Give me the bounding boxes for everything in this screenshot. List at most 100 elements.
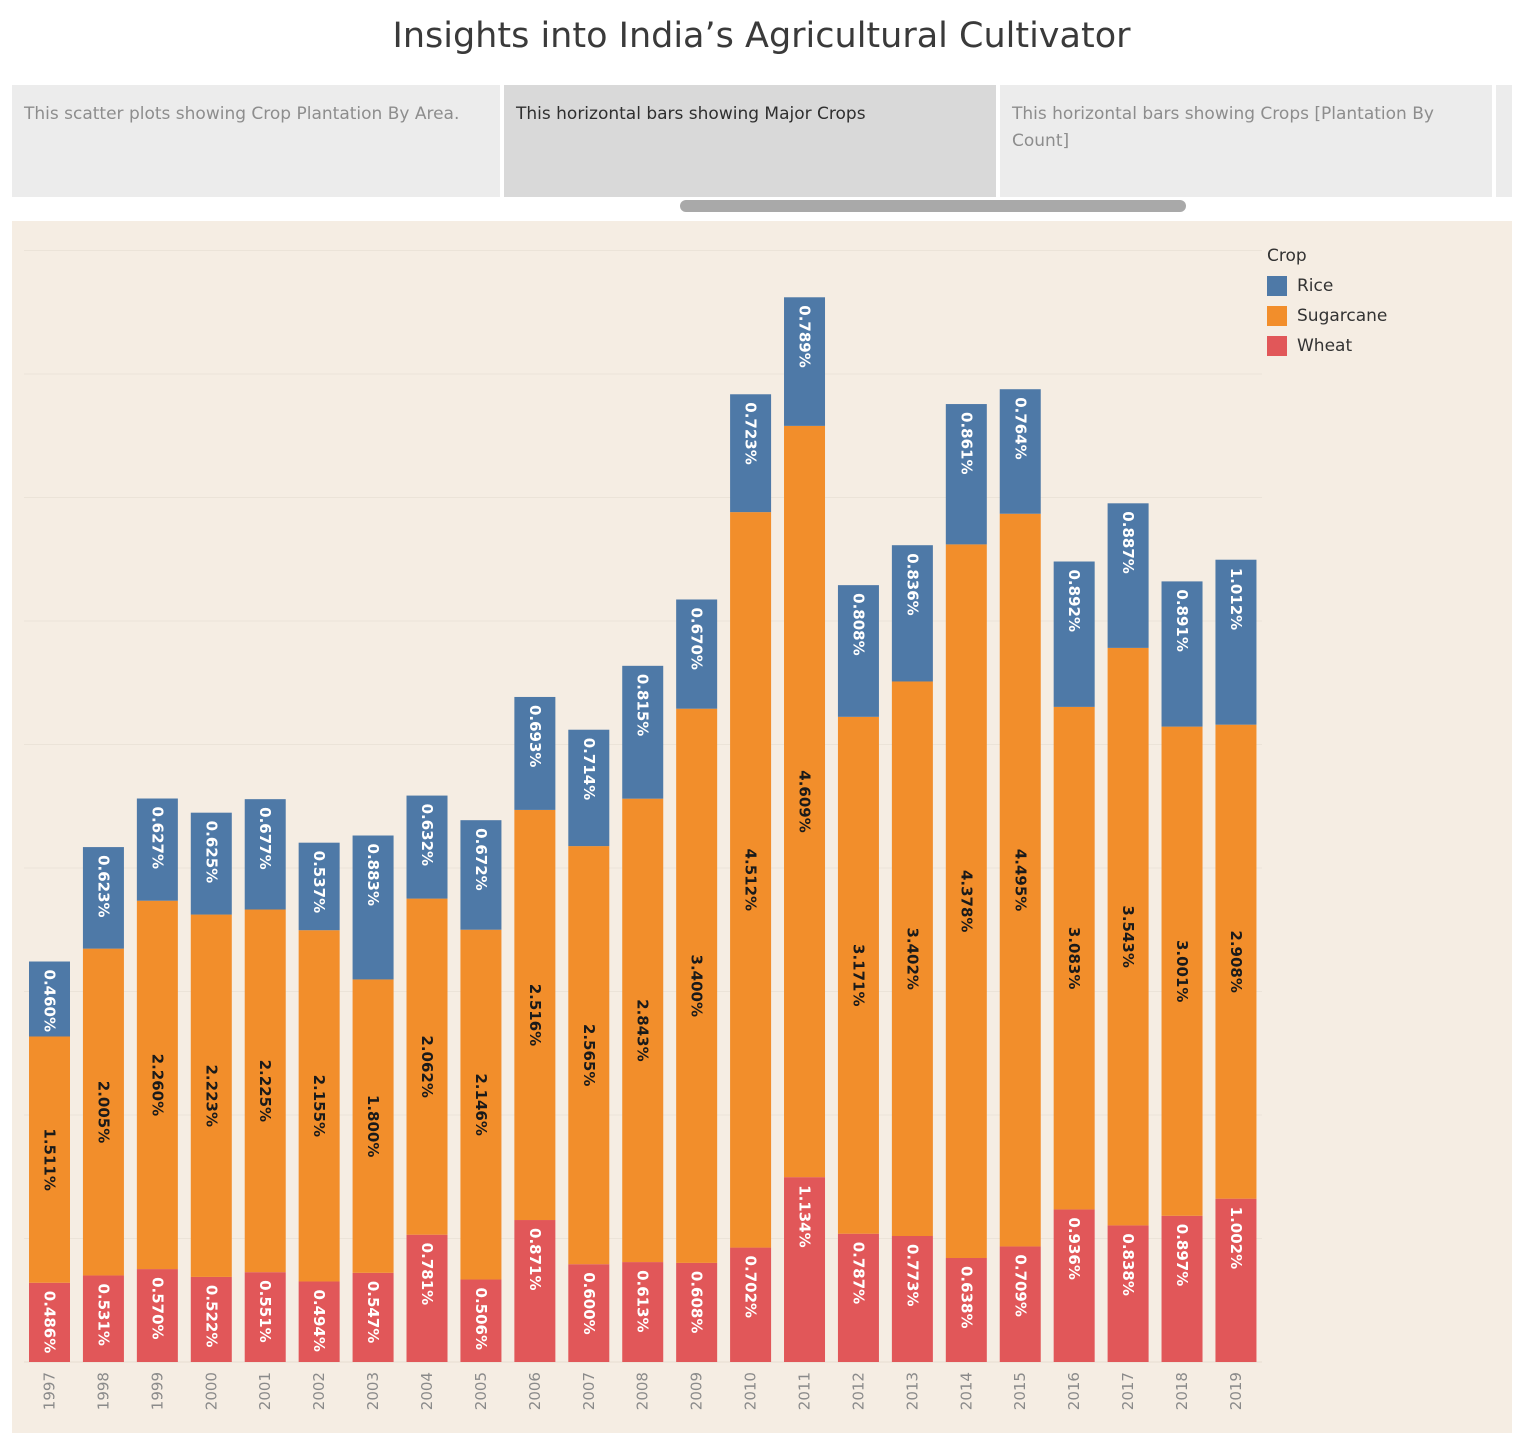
bar-sugarcane-2005[interactable]: [460, 929, 502, 1280]
data-label-sugarcane-2008: 2.843%: [634, 999, 652, 1061]
bar-wheat-1998[interactable]: [82, 1275, 124, 1362]
bar-sugarcane-2011[interactable]: [784, 425, 826, 1178]
bar-sugarcane-1997[interactable]: [29, 1036, 70, 1283]
data-label-wheat-2012: 0.787%: [849, 1242, 867, 1304]
bar-rice-2000[interactable]: [190, 812, 232, 915]
bar-sugarcane-2010[interactable]: [730, 512, 772, 1248]
data-label-wheat-2003: 0.547%: [364, 1281, 382, 1343]
bar-sugarcane-2001[interactable]: [244, 909, 286, 1273]
bar-rice-2002[interactable]: [298, 842, 340, 931]
tab-major-crops[interactable]: This horizontal bars showing Major Crops: [504, 85, 996, 197]
bar-wheat-2009[interactable]: [676, 1262, 718, 1362]
bar-sugarcane-2014[interactable]: [945, 544, 987, 1259]
bar-rice-1997[interactable]: [29, 961, 70, 1037]
bar-rice-2018[interactable]: [1161, 581, 1203, 727]
data-label-wheat-2006: 0.871%: [526, 1228, 544, 1290]
bar-wheat-2019[interactable]: [1215, 1198, 1257, 1362]
bar-rice-2017[interactable]: [1107, 503, 1149, 648]
bar-rice-2005[interactable]: [460, 820, 502, 930]
x-tick-label-2003: 2003: [364, 1372, 382, 1410]
bar-sugarcane-2015[interactable]: [999, 513, 1041, 1247]
bar-sugarcane-2004[interactable]: [406, 898, 448, 1235]
bar-wheat-2015[interactable]: [999, 1246, 1041, 1362]
bar-wheat-2018[interactable]: [1161, 1215, 1203, 1362]
data-label-sugarcane-2005: 2.146%: [472, 1073, 490, 1135]
bar-wheat-2002[interactable]: [298, 1281, 340, 1362]
bar-wheat-2008[interactable]: [622, 1262, 664, 1362]
bar-sugarcane-2018[interactable]: [1161, 726, 1203, 1216]
bar-rice-2001[interactable]: [244, 799, 286, 910]
bar-wheat-1997[interactable]: [29, 1282, 70, 1362]
data-label-rice-2019: 1.012%: [1227, 568, 1245, 630]
tabs-scrollbar[interactable]: [680, 200, 1186, 212]
data-label-sugarcane-2015: 4.495%: [1011, 849, 1029, 911]
x-tick-label-2009: 2009: [688, 1372, 706, 1410]
bar-wheat-2011[interactable]: [784, 1177, 826, 1362]
bar-wheat-2014[interactable]: [945, 1258, 987, 1362]
bar-rice-2016[interactable]: [1053, 561, 1095, 707]
tab-scatter-plot[interactable]: This scatter plots showing Crop Plantati…: [12, 85, 500, 197]
bar-rice-2006[interactable]: [514, 696, 556, 810]
bar-rice-2015[interactable]: [999, 389, 1041, 514]
bar-rice-2013[interactable]: [891, 545, 933, 682]
data-label-sugarcane-2007: 2.565%: [580, 1024, 598, 1086]
bar-rice-2014[interactable]: [945, 404, 987, 545]
bar-sugarcane-2002[interactable]: [298, 930, 340, 1282]
data-label-rice-2000: 0.625%: [202, 821, 220, 883]
bar-rice-2011[interactable]: [784, 297, 826, 426]
legend-item-sugarcane[interactable]: Sugarcane: [1267, 301, 1387, 331]
bar-wheat-2003[interactable]: [352, 1272, 394, 1362]
bar-sugarcane-2009[interactable]: [676, 708, 718, 1263]
bar-wheat-2001[interactable]: [244, 1272, 286, 1362]
bar-rice-2012[interactable]: [837, 585, 879, 717]
data-label-sugarcane-2019: 2.908%: [1227, 930, 1245, 992]
bar-sugarcane-2013[interactable]: [891, 681, 933, 1237]
bar-wheat-2004[interactable]: [406, 1234, 448, 1362]
data-label-wheat-2007: 0.600%: [580, 1272, 598, 1334]
data-label-sugarcane-2017: 3.543%: [1119, 905, 1137, 967]
bar-sugarcane-2012[interactable]: [837, 716, 879, 1234]
bar-wheat-2000[interactable]: [190, 1276, 232, 1362]
data-label-sugarcane-2001: 2.225%: [256, 1060, 274, 1122]
bar-sugarcane-2017[interactable]: [1107, 647, 1149, 1226]
bar-sugarcane-2006[interactable]: [514, 809, 556, 1221]
data-label-rice-1998: 0.623%: [94, 855, 112, 917]
bar-rice-1999[interactable]: [136, 798, 178, 901]
data-label-wheat-2011: 1.134%: [796, 1185, 814, 1247]
legend-item-wheat[interactable]: Wheat: [1267, 331, 1387, 361]
bar-wheat-2013[interactable]: [891, 1236, 933, 1362]
tab-plantation-by-count[interactable]: This horizontal bars showing Crops [Plan…: [1000, 85, 1492, 197]
x-tick-label-1999: 1999: [148, 1372, 166, 1410]
bar-rice-2010[interactable]: [730, 394, 772, 513]
bar-wheat-2017[interactable]: [1107, 1225, 1149, 1362]
bar-wheat-2012[interactable]: [837, 1233, 879, 1362]
bar-wheat-2005[interactable]: [460, 1279, 502, 1362]
bar-sugarcane-2000[interactable]: [190, 914, 232, 1277]
bar-rice-2008[interactable]: [622, 665, 664, 799]
bar-rice-2009[interactable]: [676, 599, 718, 709]
bar-rice-2007[interactable]: [568, 729, 610, 847]
data-label-wheat-2004: 0.781%: [418, 1243, 436, 1305]
bar-sugarcane-1999[interactable]: [136, 900, 178, 1270]
bar-wheat-2007[interactable]: [568, 1264, 610, 1362]
bar-wheat-2010[interactable]: [730, 1247, 772, 1362]
bar-wheat-2006[interactable]: [514, 1220, 556, 1362]
bar-sugarcane-2008[interactable]: [622, 798, 664, 1263]
data-label-rice-2016: 0.892%: [1065, 570, 1083, 632]
data-label-rice-2009: 0.670%: [688, 607, 706, 669]
bar-sugarcane-2019[interactable]: [1215, 724, 1257, 1199]
bar-wheat-2016[interactable]: [1053, 1209, 1095, 1362]
bar-sugarcane-1998[interactable]: [82, 948, 124, 1276]
data-label-wheat-2017: 0.838%: [1119, 1233, 1137, 1295]
bar-rice-2004[interactable]: [406, 795, 448, 899]
bar-sugarcane-2007[interactable]: [568, 846, 610, 1265]
bar-rice-2019[interactable]: [1215, 559, 1257, 725]
bar-wheat-1999[interactable]: [136, 1269, 178, 1362]
bar-rice-2003[interactable]: [352, 835, 394, 980]
legend-item-rice[interactable]: Rice: [1267, 271, 1387, 301]
bar-sugarcane-2003[interactable]: [352, 979, 394, 1273]
bar-sugarcane-2016[interactable]: [1053, 706, 1095, 1210]
data-label-rice-2001: 0.677%: [256, 807, 274, 869]
bar-rice-1998[interactable]: [82, 847, 124, 949]
data-label-sugarcane-2013: 3.402%: [903, 927, 921, 989]
